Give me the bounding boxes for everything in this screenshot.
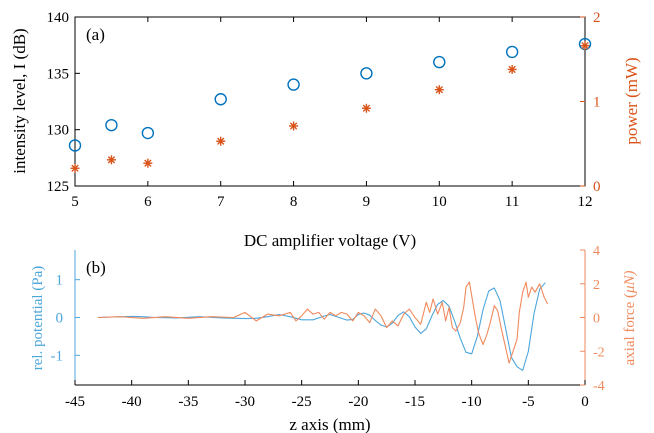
panel-a-power-point [216,136,226,146]
panel-b-right-y-axis-label-unit: μN) [622,271,638,295]
panel-b-x-axis-label: z axis (mm) [289,415,370,433]
panel-a-left-y-ticks: 125 130 135 140 [47,10,80,195]
panel-b-left-y-tick-label: 0 [56,311,64,327]
panel-b-x-tick-label: -40 [122,394,142,410]
panel-b-left-y-tick-label: 1 [56,273,64,289]
panel-a-x-ticks: 5 6 7 8 9 10 11 12 [71,17,593,210]
panel-b-left-y-ticks: -1 0 1 [51,273,80,364]
asterisk-stroke [144,159,152,167]
panel-a-power-point [361,103,371,113]
asterisk-stroke [581,42,589,50]
panel-a-power-point [143,158,153,168]
panel-a-intensity-point [141,126,155,140]
panel-a-x-tick-label: 5 [71,194,79,210]
asterisk-stroke [289,122,298,130]
panel-a-right-y-ticks: 0 1 2 [580,10,601,195]
panel-b-left-y-axis-label: rel. potential (Pa) [30,266,46,371]
panel-b-right-y-tick-label: -4 [593,379,605,394]
panel-a-right-y-tick-label: 1 [593,95,601,111]
panel-a-intensity-point [505,45,519,59]
panel-b-potential-line [97,282,546,371]
panel-a-left-y-tick-label: 125 [47,179,70,195]
panel-a-x-axis-label: DC amplifier voltage (V) [244,231,416,250]
panel-a-power-point [289,121,299,131]
panel-a-left-y-tick-label: 140 [47,10,70,26]
panel-b-right-y-ticks: -4 -2 0 2 4 [580,244,605,394]
panel-a-intensity-point [105,118,118,132]
panel-a-x-tick-label: 7 [217,194,225,210]
panel-b-right-y-tick-label: 2 [593,278,600,293]
panel-b-x-tick-label: -35 [178,394,198,410]
panel-b-label: (b) [86,258,106,277]
asterisk-stroke [107,156,116,164]
panel-b-x-tick-label: -20 [348,394,368,410]
panel-a-intensity-point [68,139,82,152]
panel-a-axes-box [74,16,586,187]
panel-a-power-point [106,155,116,165]
panel-a-left-y-tick-label: 135 [47,66,70,82]
panel-a-x-tick-label: 8 [290,194,298,210]
panel-a-power-point [580,41,590,51]
panel-b-x-tick-label: -15 [405,394,425,410]
panel-b: -45 -40 -35 -30 -25 -20 -15 -10 -5 0 -101 -4-2024… [30,244,638,433]
panel-b-right-y-tick-label: 0 [593,312,600,327]
panel-a-intensity-point [433,55,446,69]
panel-a-right-y-tick-label: 0 [593,179,601,195]
panel-a-left-y-axis-label: intensity level, I (dB) [10,28,29,173]
panel-b-right-y-tick-label: -2 [593,345,605,360]
asterisk-stroke [217,137,225,145]
panel-a-intensity-point [360,67,373,80]
panel-a-intensity-point [287,78,300,91]
panel-a-right-y-axis-label: power (mW) [622,57,641,144]
panel-b-x-tick-label: -30 [235,394,255,410]
panel-b-left-y-tick-label: -1 [51,348,64,364]
panel-a-series [68,37,592,173]
panel-a-label: (a) [86,25,105,44]
panel-a-power-point [70,163,80,173]
panel-a-left-y-tick-label: 130 [47,123,70,139]
panel-a-x-tick-label: 9 [363,194,371,210]
panel-b-x-tick-label: -25 [292,394,312,410]
panel-a-x-tick-label: 10 [432,194,447,210]
panel-b-right-y-axis-label: axial force (μN) [622,271,638,366]
panel-a-right-y-tick-label: 2 [593,10,601,26]
panel-a-power-point [507,64,517,74]
panel-b-right-y-axis-label-text: axial force ( [622,293,638,365]
panel-b-x-ticks: -45 -40 -35 -30 -25 -20 -15 -10 -5 0 [65,380,589,410]
asterisk-stroke [435,85,443,94]
asterisk-stroke [508,65,516,74]
panel-a-x-tick-label: 11 [505,194,519,210]
panel-b-x-tick-label: -45 [65,394,85,410]
panel-b-right-y-tick-label: 4 [593,244,600,259]
panel-a-power-point [434,85,444,95]
panel-a-intensity-point [214,93,227,106]
panel-b-x-tick-label: 0 [581,394,589,410]
panel-b-x-tick-label: -10 [462,394,482,410]
panel-a-x-tick-label: 6 [144,194,152,210]
asterisk-stroke [362,104,371,112]
panel-a-x-tick-label: 12 [578,194,593,210]
panel-b-series [97,281,549,371]
panel-b-x-tick-label: -5 [522,394,535,410]
asterisk-stroke [71,164,79,172]
panel-b-force-line [97,281,549,364]
